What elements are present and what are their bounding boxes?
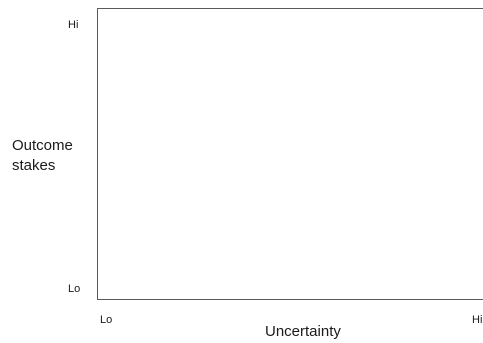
- x-axis-high-label: Hi: [472, 314, 483, 326]
- x-axis-title: Uncertainty: [265, 323, 341, 340]
- y-axis-low-label: Lo: [68, 283, 81, 295]
- x-axis-low-label: Lo: [100, 314, 113, 326]
- y-axis-title: Outcome stakes: [12, 136, 92, 176]
- quadrant-plot-area: [97, 8, 483, 300]
- y-axis-title-line-2: stakes: [12, 157, 56, 174]
- y-axis-title-line-1: Outcome: [12, 137, 73, 154]
- y-axis-high-label: Hi: [68, 19, 79, 31]
